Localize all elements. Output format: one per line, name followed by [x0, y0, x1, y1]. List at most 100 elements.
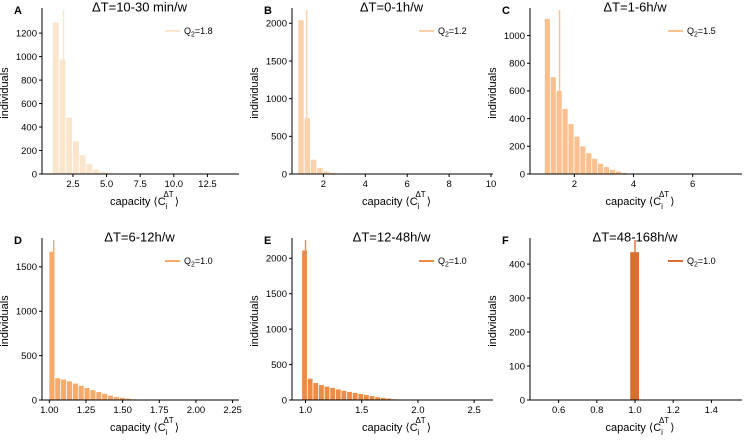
- histogram-bar: [72, 383, 78, 400]
- histogram-bar: [380, 397, 386, 400]
- histogram-bar: [544, 18, 550, 175]
- legend-label: Q2=1.5: [687, 26, 716, 39]
- panel-title: ΔT=0-1h/w: [360, 0, 424, 15]
- legend-label: Q2=1.8: [184, 26, 213, 39]
- chart-panel-d: 0 500 1000 1500 1.00 1.25 1.50 1.75 2.00 2.25 ΔT=6…: [0, 230, 242, 438]
- legend-label: Q2=1.2: [438, 26, 467, 39]
- x-tick-label: 6: [690, 179, 695, 190]
- y-tick-label: 800: [509, 59, 525, 70]
- x-axis-label: capacity ⟨CiΔT⟩: [362, 190, 431, 211]
- y-tick-label: 2000: [266, 254, 287, 265]
- panel-letter: D: [14, 235, 22, 247]
- y-tick-label: 500: [21, 351, 37, 362]
- x-tick-label: 10: [486, 179, 497, 190]
- y-axis-label: individuals: [0, 295, 11, 347]
- histogram-bar: [66, 117, 73, 174]
- panel-letter: E: [264, 235, 271, 247]
- x-tick-label: 1.4: [705, 405, 718, 416]
- histogram-bar: [335, 389, 341, 400]
- y-axis-label: individuals: [0, 67, 11, 119]
- x-tick-label: 2.00: [187, 405, 206, 416]
- y-tick-label: 1500: [266, 56, 287, 67]
- histogram-bar: [113, 396, 119, 400]
- panel-letter: B: [264, 5, 272, 17]
- histogram-bar: [609, 169, 615, 174]
- x-tick-label: 4: [363, 179, 368, 190]
- x-tick-label: 0.6: [552, 405, 565, 416]
- histogram-bar: [318, 385, 324, 400]
- x-axis-label: capacity ⟨CiΔT⟩: [606, 416, 675, 437]
- x-axis-label: capacity ⟨CiΔT⟩: [362, 416, 431, 437]
- panel-letter: F: [502, 235, 509, 247]
- y-tick-label: 1200: [16, 28, 37, 39]
- histogram-bar: [592, 158, 598, 174]
- panel-title: ΔT=48-168h/w: [593, 230, 679, 245]
- histogram-bar: [324, 386, 330, 400]
- panel-letter: A: [14, 5, 22, 17]
- histogram-bar: [369, 396, 375, 400]
- y-tick-label: 100: [509, 361, 525, 372]
- y-tick-label: 500: [271, 360, 287, 371]
- y-tick-label: 0: [32, 395, 37, 406]
- y-tick-label: 1000: [16, 307, 37, 318]
- legend-label: Q2=1.0: [438, 256, 467, 269]
- y-tick-label: 1000: [266, 94, 287, 105]
- chart-panel-c: 0 200 400 600 800 1000 2 4 6 ΔT=1-6h/w Cindividual…: [487, 0, 742, 211]
- chart-panel-b: 0 500 1000 1500 2000 2 4 6 8 10 ΔT=0-1h/w Bindividu…: [249, 0, 496, 211]
- panel-title: ΔT=10-30 min/w: [92, 0, 188, 15]
- histogram-bar: [568, 124, 574, 174]
- y-tick-label: 400: [509, 114, 525, 125]
- x-tick-label: 1.5: [355, 405, 368, 416]
- x-tick-label: 1.75: [150, 405, 169, 416]
- histogram-bar: [59, 59, 66, 174]
- x-tick-label: 8: [446, 179, 451, 190]
- panel-title: ΔT=1-6h/w: [603, 0, 667, 15]
- histogram-bar: [323, 171, 329, 174]
- y-axis-label: individuals: [487, 67, 499, 119]
- y-tick-label: 0: [32, 169, 37, 180]
- panel-title: ΔT=12-48h/w: [353, 230, 431, 245]
- histogram-bar: [562, 108, 568, 174]
- y-tick-label: 200: [21, 146, 37, 157]
- histogram-bar: [107, 395, 114, 400]
- histogram-bar: [363, 395, 369, 400]
- histogram-bar: [99, 171, 106, 174]
- histogram-bar: [78, 385, 84, 400]
- x-tick-label: 0.8: [590, 405, 603, 416]
- y-tick-label: 0: [282, 395, 287, 406]
- histogram-bar: [330, 387, 336, 400]
- y-tick-label: 1500: [16, 262, 37, 273]
- histogram-bar: [52, 22, 59, 174]
- x-tick-label: 12.5: [198, 179, 217, 190]
- histogram-bar: [86, 164, 93, 174]
- histogram-bar: [66, 381, 72, 400]
- histogram-bar: [574, 136, 580, 174]
- histogram-bar: [621, 172, 627, 174]
- histogram-bar: [358, 393, 364, 400]
- histogram-bar: [49, 251, 55, 400]
- histogram-bar: [72, 141, 79, 174]
- chart-panel-e: 0 500 1000 1500 2000 1.0 1.5 2.0 2.5 ΔT=12-48h/w E…: [249, 230, 493, 437]
- x-tick-label: 2.0: [411, 405, 424, 416]
- panel-letter: C: [502, 5, 510, 17]
- y-tick-label: 600: [21, 99, 37, 110]
- legend-label: Q2=1.0: [184, 256, 213, 269]
- y-tick-label: 200: [509, 142, 525, 153]
- x-tick-label: 1.0: [628, 405, 641, 416]
- x-tick-label: 2.5: [66, 179, 79, 190]
- x-tick-label: 1.50: [113, 405, 132, 416]
- x-tick-label: 10.0: [165, 179, 184, 190]
- x-tick-label: 2: [321, 179, 326, 190]
- histogram-bar: [550, 77, 556, 174]
- y-tick-label: 1000: [16, 52, 37, 63]
- y-axis-label: individuals: [249, 295, 261, 347]
- histogram-bar: [586, 153, 592, 174]
- x-tick-label: 7.5: [134, 179, 147, 190]
- histogram-bar: [580, 146, 586, 174]
- x-tick-label: 1.00: [40, 405, 59, 416]
- histogram-bar: [317, 167, 323, 174]
- histogram-bar: [386, 398, 392, 400]
- histogram-bar: [84, 388, 90, 400]
- histogram-bar: [603, 167, 610, 174]
